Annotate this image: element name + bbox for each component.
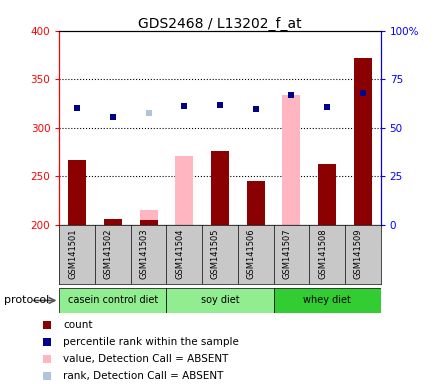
Text: GSM141502: GSM141502	[104, 229, 113, 279]
Bar	[211, 151, 229, 225]
Text: soy diet: soy diet	[201, 295, 239, 306]
Text: value, Detection Call = ABSENT: value, Detection Call = ABSENT	[63, 354, 228, 364]
Text: GSM141501: GSM141501	[68, 229, 77, 279]
Bar	[274, 288, 381, 313]
Text: percentile rank within the sample: percentile rank within the sample	[63, 337, 239, 347]
Bar	[282, 95, 300, 225]
Bar	[68, 160, 86, 225]
Bar	[104, 219, 122, 225]
Text: GSM141504: GSM141504	[175, 229, 184, 279]
Bar	[247, 181, 264, 225]
Text: GSM141509: GSM141509	[354, 229, 363, 279]
Text: GSM141508: GSM141508	[318, 229, 327, 280]
Bar	[354, 58, 372, 225]
Bar	[139, 210, 158, 225]
Bar	[59, 288, 166, 313]
Text: GSM141505: GSM141505	[211, 229, 220, 279]
Bar	[176, 156, 193, 225]
Bar	[318, 164, 336, 225]
Text: GSM141506: GSM141506	[247, 229, 256, 280]
Bar	[166, 288, 274, 313]
Text: whey diet: whey diet	[303, 295, 351, 306]
Text: rank, Detection Call = ABSENT: rank, Detection Call = ABSENT	[63, 371, 223, 381]
Bar	[139, 220, 158, 225]
Text: casein control diet: casein control diet	[68, 295, 158, 306]
Text: GSM141507: GSM141507	[282, 229, 291, 280]
Text: GSM141503: GSM141503	[139, 229, 149, 280]
Text: protocol: protocol	[4, 295, 50, 306]
Text: GDS2468 / L13202_f_at: GDS2468 / L13202_f_at	[138, 17, 302, 31]
Text: count: count	[63, 320, 92, 330]
